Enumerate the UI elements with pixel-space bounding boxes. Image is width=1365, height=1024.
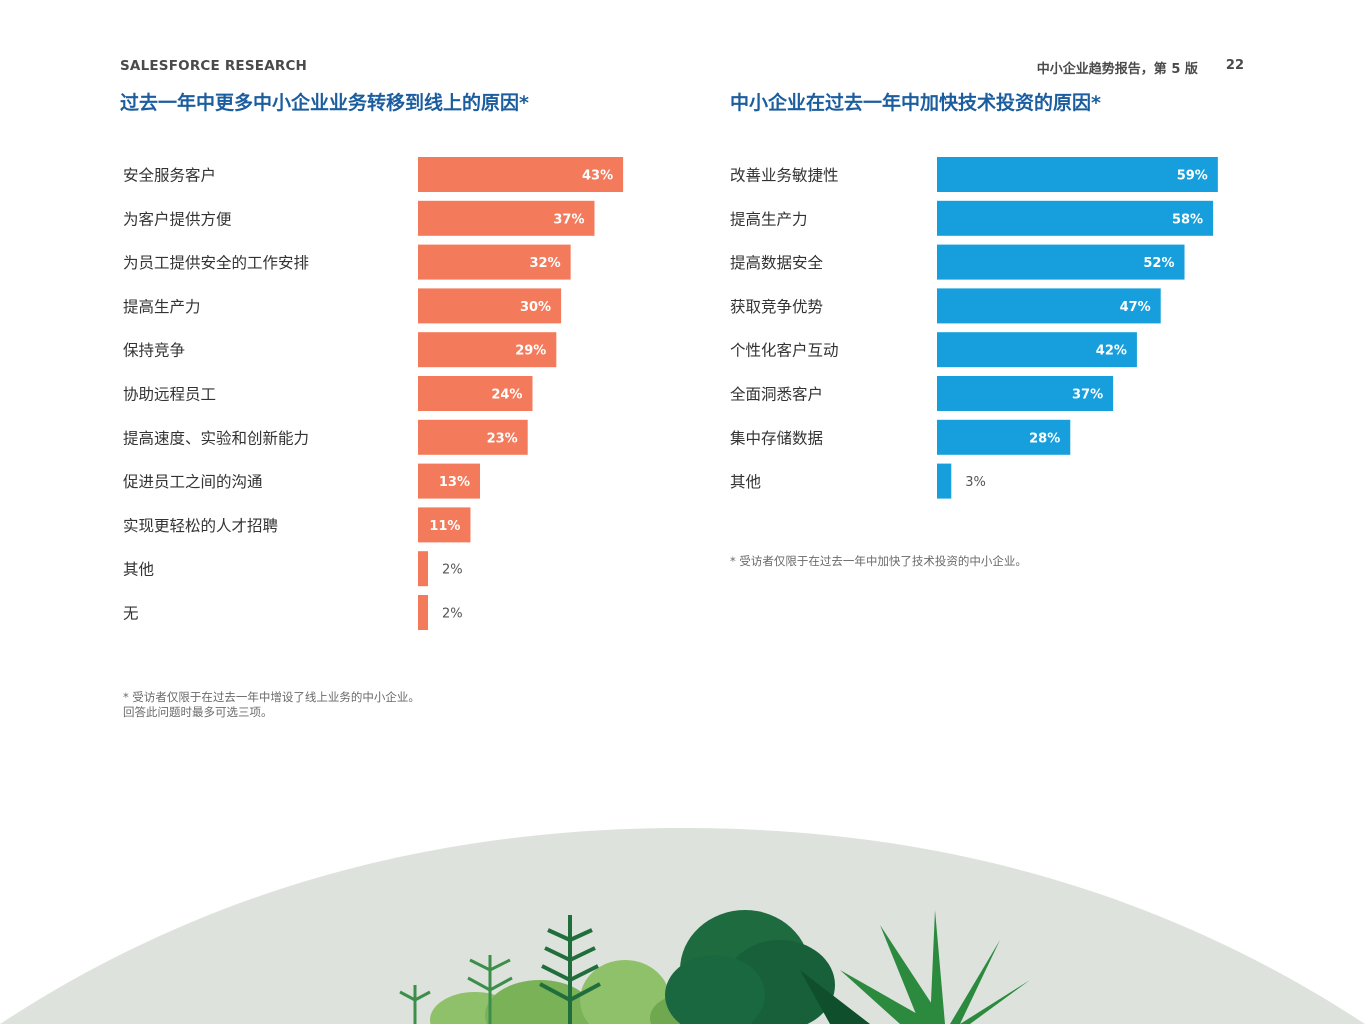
bar — [937, 332, 1137, 368]
value-label: 43% — [582, 169, 613, 184]
bar — [937, 376, 1114, 411]
left-footnote-line1: * 受访者仅限于在过去一年中增设了线上业务的中小企业。 — [123, 690, 420, 704]
bar — [937, 419, 1071, 455]
category-label: 提高数据安全 — [730, 254, 824, 272]
bar — [418, 244, 571, 280]
value-label: 37% — [553, 212, 584, 227]
plants-illustration — [0, 828, 1365, 1024]
report-header: 中小企业趋势报告，第 5 版 22 — [1037, 58, 1244, 77]
category-label: 保持竞争 — [123, 342, 185, 360]
category-label: 其他 — [730, 473, 761, 491]
bar — [418, 288, 562, 324]
value-label: 29% — [515, 344, 546, 359]
value-label: 28% — [1029, 431, 1060, 446]
category-label: 无 — [123, 605, 139, 623]
bar — [418, 332, 557, 368]
category-label: 为客户提供方便 — [123, 210, 232, 228]
bar — [937, 157, 1218, 192]
category-label: 集中存储数据 — [730, 429, 823, 447]
category-label: 安全服务客户 — [123, 167, 216, 185]
bar — [418, 200, 595, 236]
value-label: 42% — [1096, 344, 1127, 359]
right-bar-chart: 改善业务敏捷性 59% 提高生产力 58% 提高数据安全 52% 获取竞争优势 47% 个性化客… — [730, 157, 1218, 499]
bar — [418, 595, 428, 630]
bar — [937, 288, 1161, 324]
category-label: 全面洞悉客户 — [730, 386, 823, 404]
value-label: 58% — [1172, 212, 1203, 227]
right-footnote-line1: * 受访者仅限于在过去一年中加快了技术投资的中小企业。 — [730, 554, 1027, 568]
value-label: 59% — [1177, 169, 1208, 184]
bar — [937, 463, 952, 499]
category-label: 个性化客户互动 — [730, 342, 839, 360]
value-label: 37% — [1072, 388, 1103, 403]
bar — [418, 419, 528, 455]
bar — [418, 551, 428, 587]
left-chart-title: 过去一年中更多中小企业业务转移到线上的原因* — [120, 92, 529, 114]
left-footnote-line2: 回答此问题时最多可选三项。 — [123, 705, 273, 719]
category-label: 实现更轻松的人才招聘 — [123, 517, 278, 535]
category-label: 提高生产力 — [730, 210, 808, 228]
value-label: 30% — [520, 300, 551, 315]
value-label: 2% — [442, 607, 463, 622]
category-label: 其他 — [123, 561, 154, 579]
category-label: 改善业务敏捷性 — [730, 167, 839, 185]
left-bar-chart: 安全服务客户 43% 为客户提供方便 37% 为员工提供安全的工作安排 32% 提高生产力 3… — [123, 157, 624, 630]
value-label: 13% — [439, 475, 470, 490]
right-chart-title: 中小企业在过去一年中加快技术投资的原因* — [730, 92, 1101, 114]
bar — [418, 463, 481, 499]
category-label: 获取竞争优势 — [730, 298, 823, 316]
bar — [937, 244, 1185, 280]
report-title: 中小企业趋势报告，第 5 版 — [1036, 62, 1198, 77]
category-label: 协助远程员工 — [123, 386, 216, 404]
value-label: 2% — [442, 563, 463, 578]
value-label: 3% — [965, 475, 986, 490]
value-label: 47% — [1120, 300, 1151, 315]
value-label: 24% — [491, 388, 522, 403]
page-number: 22 — [1225, 58, 1244, 73]
left-footnote: * 受访者仅限于在过去一年中增设了线上业务的中小企业。 回答此问题时最多可选三项… — [123, 690, 420, 720]
value-label: 23% — [487, 431, 518, 446]
bar — [418, 157, 624, 192]
value-label: 52% — [1143, 256, 1174, 271]
category-label: 为员工提供安全的工作安排 — [123, 254, 309, 272]
value-label: 11% — [429, 519, 460, 534]
value-label: 32% — [530, 256, 561, 271]
category-label: 提高速度、实验和创新能力 — [123, 429, 309, 447]
bar — [937, 200, 1214, 236]
category-label: 提高生产力 — [123, 298, 201, 316]
bar — [418, 507, 471, 543]
brand-label: SALESFORCE RESEARCH — [120, 58, 308, 74]
category-label: 促进员工之间的沟通 — [123, 473, 263, 491]
right-footnote: * 受访者仅限于在过去一年中加快了技术投资的中小企业。 — [730, 554, 1027, 569]
bar — [418, 376, 533, 411]
